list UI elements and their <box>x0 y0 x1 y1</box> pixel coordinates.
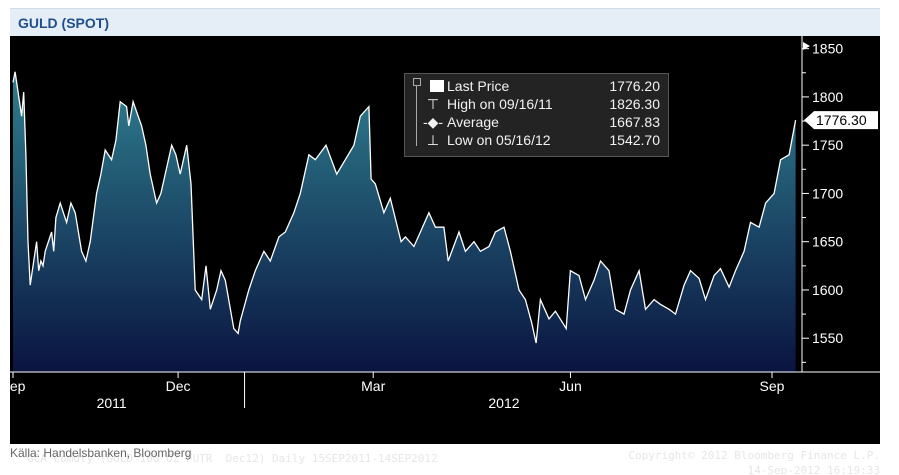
y-tick-label: 1700 <box>812 185 843 201</box>
footer-security-description: GCA Comdty (GOLD 100 OZ FUTR Dec12) Dail… <box>27 452 438 465</box>
low-marker-icon: ⊥ <box>426 132 440 148</box>
legend-row-average: -◆- Average 1667.83 <box>405 113 668 131</box>
last-price-tag-label: 1776.30 <box>816 112 867 128</box>
legend-label: High on 09/16/11 <box>447 96 553 112</box>
y-axis-arrow-icon <box>803 42 810 50</box>
legend-row-last-price: Last Price 1776.20 <box>405 77 668 95</box>
legend-label: Last Price <box>447 78 510 94</box>
legend-tree-line <box>416 86 417 146</box>
y-tick-label: 1800 <box>812 89 843 105</box>
y-tick-label: 1550 <box>812 330 843 346</box>
legend-label: Average <box>447 114 499 130</box>
x-tick-label: Sep <box>10 378 26 394</box>
x-tick-label: Jun <box>559 378 582 394</box>
x-year-label: 2012 <box>488 395 519 411</box>
y-tick-label: 1750 <box>812 137 843 153</box>
footer-copyright: Copyright© 2012 Bloomberg Finance L.P. <box>628 449 880 462</box>
y-tick-label: 1850 <box>812 41 843 57</box>
legend-row-low: ⊥ Low on 05/16/12 1542.70 <box>405 131 668 149</box>
x-tick-label: Dec <box>166 378 191 394</box>
high-marker-icon: ⊤ <box>426 96 440 112</box>
legend-value: 1826.30 <box>609 96 660 112</box>
source-note: Källa: Handelsbanken, Bloomberg <box>10 446 192 460</box>
y-tick-label: 1600 <box>812 282 843 298</box>
x-tick-label: Mar <box>361 378 385 394</box>
legend-value: 1776.20 <box>609 78 660 94</box>
legend-value: 1667.83 <box>609 114 660 130</box>
chart-legend: Last Price 1776.20 ⊤ High on 09/16/11 18… <box>404 73 669 157</box>
legend-label: Low on 05/16/12 <box>447 132 551 148</box>
x-year-label: 2011 <box>97 395 127 411</box>
price-line <box>12 71 797 344</box>
average-marker-icon: -◆- <box>423 114 444 130</box>
legend-value: 1542.70 <box>609 132 660 148</box>
chart-frame: 1550 1600 1650 1700 1750 1800 1850 1776.30 Sep De… <box>10 36 880 475</box>
legend-row-high: ⊤ High on 09/16/11 1826.30 <box>405 95 668 113</box>
chart-title-bar: GULD (SPOT) <box>10 8 880 36</box>
y-tick-label: 1650 <box>812 234 843 250</box>
x-tick-label: Sep <box>760 378 785 394</box>
white-square-icon <box>430 80 444 92</box>
legend-tree-node-icon <box>413 78 421 86</box>
chart-title: GULD (SPOT) <box>18 15 109 31</box>
last-price-tag <box>804 111 878 130</box>
chart-footer: GCA Comdty (GOLD 100 OZ FUTR Dec12) Dail… <box>20 446 890 475</box>
footer-timestamp: 14-Sep-2012 16:19:33 <box>747 464 880 475</box>
